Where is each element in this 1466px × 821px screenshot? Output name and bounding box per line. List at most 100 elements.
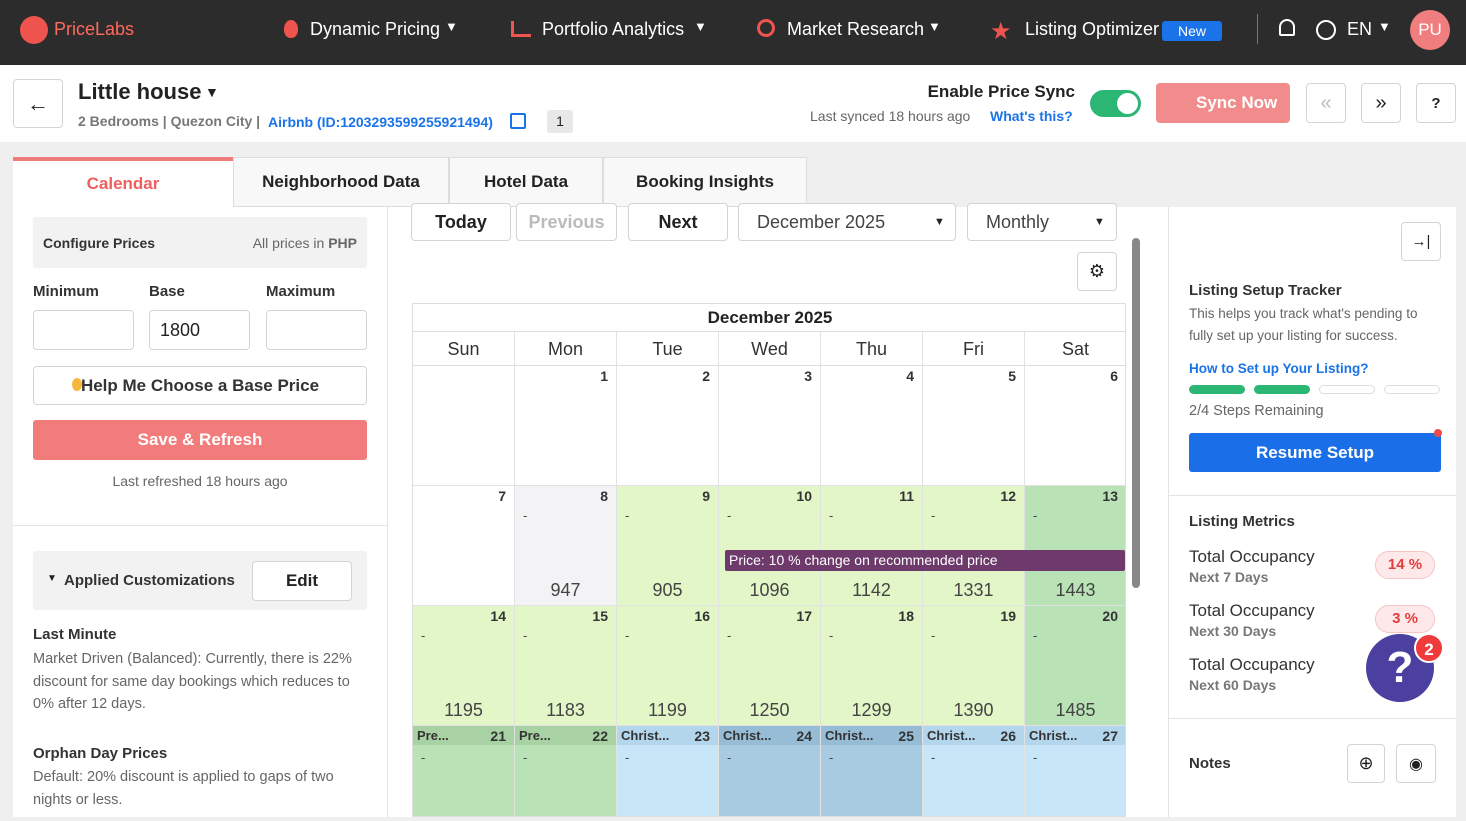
language[interactable]: EN <box>1347 19 1373 39</box>
tab[interactable]: Hotel Data <box>449 157 603 207</box>
day-cell[interactable]: 11 - 1142 <box>821 486 923 606</box>
customizations-box: ▼ Applied Customizations Edit <box>33 551 367 610</box>
sync-label: Enable Price Sync <box>927 82 1075 101</box>
base-input[interactable]: 1800 <box>149 310 250 350</box>
tab[interactable]: Booking Insights <box>603 157 807 207</box>
day-cell[interactable]: 12 - 1331 <box>923 486 1025 606</box>
icon <box>511 21 531 37</box>
day-number: 1 <box>600 368 608 384</box>
sync-toggle[interactable] <box>1090 90 1141 117</box>
day-cell[interactable]: 5 <box>923 366 1025 486</box>
day-cell[interactable]: 15 - 1183 <box>515 606 617 726</box>
view-select[interactable]: Monthly <box>967 203 1117 241</box>
day-number: 11 <box>899 488 914 504</box>
tab[interactable]: Neighborhood Data <box>233 157 449 207</box>
price: 947 <box>550 580 581 600</box>
day-cell[interactable]: 16 - 1199 <box>617 606 719 726</box>
day-number: 24 <box>796 728 812 744</box>
save-refresh-button[interactable]: Save & Refresh <box>33 420 367 460</box>
day-cell[interactable]: 14 - 1195 <box>413 606 515 726</box>
day-number: 6 <box>1110 368 1118 384</box>
whats-this-link[interactable]: What's this? <box>990 108 1073 124</box>
header: ← Little house ▼ 2 Bedrooms | Quezon Cit… <box>0 65 1466 142</box>
brand[interactable]: PriceLabs <box>54 19 135 39</box>
price-mark: - <box>1033 508 1038 523</box>
day-cell[interactable]: 20 - 1485 <box>1025 606 1125 726</box>
day-cell[interactable]: 6 <box>1025 366 1125 486</box>
event-label: Pre... <box>519 728 551 743</box>
day-cell[interactable]: 9 - 905 <box>617 486 719 606</box>
price: 1443 <box>1055 580 1096 600</box>
listing-link[interactable]: Airbnb (ID:1203293599255921494) <box>268 114 493 130</box>
day-cell[interactable]: 27 Christ... - <box>1025 726 1125 816</box>
price: 1331 <box>953 580 994 600</box>
price: 905 <box>652 580 683 600</box>
nav-item[interactable]: Dynamic Pricing <box>310 19 441 39</box>
currency: PHP <box>328 235 357 251</box>
back-button[interactable]: ← <box>13 79 63 128</box>
day-number: 13 <box>1102 488 1118 504</box>
day-cell[interactable]: 25 Christ... - <box>821 726 923 816</box>
day-cell[interactable]: 26 Christ... - <box>923 726 1025 816</box>
collapse-button[interactable]: →| <box>1401 222 1441 261</box>
scrollbar[interactable] <box>1131 213 1141 813</box>
day-cell[interactable]: 10 - 1096 <box>719 486 821 606</box>
maximum-input[interactable] <box>266 310 367 350</box>
day-cell[interactable]: 24 Christ... - <box>719 726 821 816</box>
day-number: 7 <box>498 488 506 504</box>
prev-listing-button[interactable]: « <box>1306 83 1346 123</box>
day-number: 12 <box>1000 488 1016 504</box>
day-cell[interactable]: 19 - 1390 <box>923 606 1025 726</box>
day-cell[interactable]: 22 Pre... - <box>515 726 617 816</box>
tab-active[interactable]: Calendar <box>13 157 233 207</box>
weekday: Tue <box>617 332 719 366</box>
help-base-price-button[interactable]: Help Me Choose a Base Price <box>33 366 367 405</box>
sync-now-button[interactable]: Sync Now <box>1156 83 1290 123</box>
day-cell[interactable]: 13 - 1443 <box>1025 486 1125 606</box>
brand-logo[interactable] <box>20 16 48 44</box>
next-listing-button[interactable]: » <box>1361 83 1401 123</box>
minimum-input[interactable] <box>33 310 134 350</box>
day-cell[interactable]: 23 Christ... - <box>617 726 719 816</box>
nav-item[interactable]: Market Research <box>787 19 925 39</box>
event-strip <box>1025 726 1125 745</box>
day-cell[interactable]: 4 <box>821 366 923 486</box>
resume-setup-button[interactable]: Resume Setup <box>1189 433 1441 472</box>
edit-button[interactable]: Edit <box>252 561 352 601</box>
help-button[interactable]: ? <box>1416 83 1456 123</box>
avatar[interactable]: PU <box>1410 10 1450 50</box>
day-cell[interactable]: 18 - 1299 <box>821 606 923 726</box>
event-strip <box>923 726 1024 745</box>
field-label: Base <box>149 283 185 300</box>
nav-item[interactable]: Portfolio Analytics <box>542 19 685 39</box>
day-cell[interactable]: 17 - 1250 <box>719 606 821 726</box>
event-label: Christ... <box>825 728 874 743</box>
previous-button[interactable]: Previous <box>516 203 617 241</box>
day-cell[interactable]: 7 <box>413 486 515 606</box>
nav-item[interactable]: Listing Optimizer <box>1025 19 1160 39</box>
external-link-icon[interactable] <box>510 113 526 129</box>
month-select[interactable]: December 2025 <box>738 203 956 241</box>
day-cell[interactable]: 2 <box>617 366 719 486</box>
price: 1096 <box>749 580 790 600</box>
add-note-button[interactable]: ⊕ <box>1347 744 1385 783</box>
view-notes-button[interactable]: ◉ <box>1396 744 1436 783</box>
today-button[interactable]: Today <box>411 203 511 241</box>
tracker-link[interactable]: How to Set up Your Listing? <box>1189 361 1369 376</box>
listing-title[interactable]: Little house <box>78 79 202 104</box>
day-cell[interactable]: 8 - 947 <box>515 486 617 606</box>
globe-icon[interactable] <box>1316 20 1336 40</box>
bell-icon[interactable] <box>1279 19 1295 36</box>
next-button[interactable]: Next <box>628 203 728 241</box>
customizations-title[interactable]: Applied Customizations <box>64 572 235 589</box>
day-number: 17 <box>796 608 812 624</box>
new-badge: New <box>1162 21 1222 41</box>
notes-title: Notes <box>1189 755 1231 772</box>
settings-button[interactable]: ⚙ <box>1077 252 1117 291</box>
day-number: 26 <box>1000 728 1016 744</box>
day-cell[interactable]: 21 Pre... - <box>413 726 515 816</box>
day-number: 19 <box>1000 608 1016 624</box>
calendar-grid: December 2025 Sun Mon Tue Wed Thu Fri Sat 1 2 3 4 5… <box>412 303 1126 817</box>
day-cell[interactable]: 1 <box>515 366 617 486</box>
day-cell[interactable]: 3 <box>719 366 821 486</box>
